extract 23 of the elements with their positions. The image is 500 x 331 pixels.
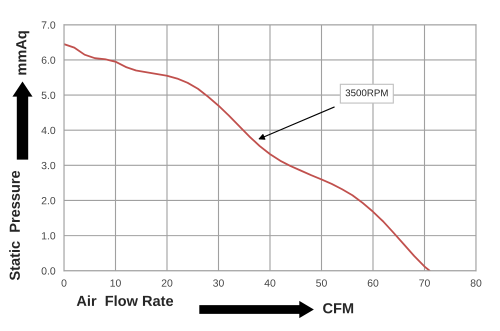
x-tick-label: 80 <box>470 279 482 287</box>
x-tick-label: 10 <box>110 279 121 287</box>
annotation: 3500RPM <box>346 89 388 96</box>
y-tick-label: 7.0 <box>42 21 56 29</box>
y-tick-label: 1.0 <box>42 232 56 240</box>
line-series <box>64 43 431 271</box>
x-tick-label: 50 <box>316 279 327 287</box>
y-tick-label: 3.0 <box>42 162 56 170</box>
x-tick-label: 70 <box>419 279 430 287</box>
x-tick-label: 40 <box>264 279 276 287</box>
y-axis-title: Static Pressure <box>9 170 20 280</box>
y-tick-label: 2.0 <box>42 196 56 204</box>
x-tick-label: 0 <box>62 279 66 287</box>
y-tick-label: 0.0 <box>42 267 56 275</box>
y-tick-label: 5.0 <box>42 92 56 99</box>
y-tick-label: 4.0 <box>41 126 56 134</box>
x-tick-label: 60 <box>368 279 378 287</box>
text: mmAq <box>16 31 30 75</box>
y-tick-label: 6.0 <box>42 56 56 64</box>
x-axis-title: Air Flow Rate <box>76 295 174 306</box>
x-tick-label: 30 <box>213 279 224 287</box>
text: CFM <box>323 303 354 314</box>
x-tick-label: 20 <box>162 279 172 287</box>
